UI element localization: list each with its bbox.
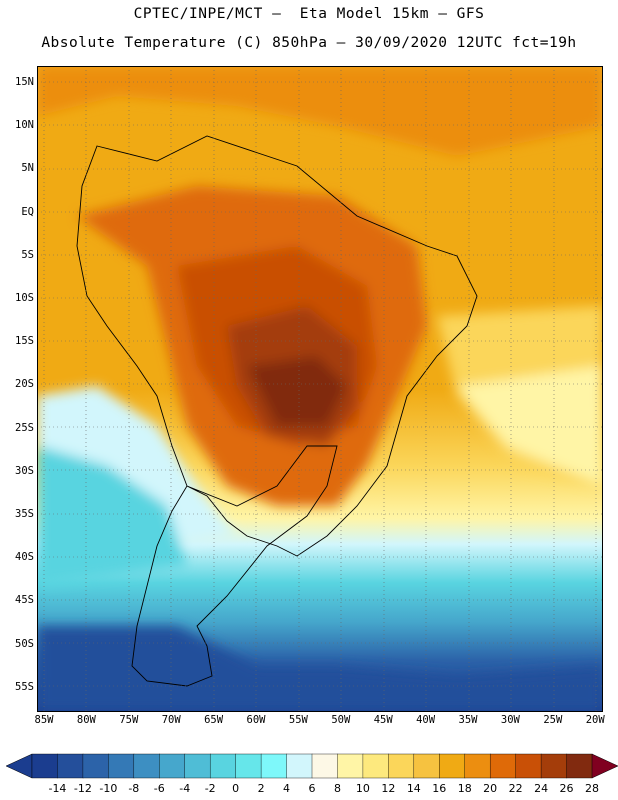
lat-label: 55S [15, 680, 34, 693]
colorbar-swatch [540, 753, 568, 779]
lon-label: 35W [458, 714, 478, 726]
colorbar-swatch [159, 753, 186, 779]
colorbar-swatch [57, 753, 84, 779]
colorbar-label: -8 [128, 782, 140, 795]
colorbar-swatch [489, 753, 517, 779]
colorbar-swatch [337, 753, 364, 779]
colorbar-swatch [235, 753, 262, 779]
lon-label: 45W [373, 714, 393, 726]
colorbar-label: 12 [381, 782, 396, 795]
colorbar-label: 0 [232, 782, 240, 795]
lon-label: 40W [416, 714, 436, 726]
colorbar-label: -12 [73, 782, 92, 795]
colorbar-label: 10 [355, 782, 370, 795]
colorbar-swatch [388, 753, 415, 779]
colorbar-swatch [133, 753, 160, 779]
title-line-1: CPTEC/INPE/MCT – Eta Model 15km – GFS [133, 6, 485, 22]
lat-label: 45S [15, 594, 34, 607]
lat-label: 50S [15, 637, 34, 650]
colorbar-swatch [82, 753, 109, 779]
colorbar-swatch [311, 753, 338, 779]
lon-label: 60W [246, 714, 266, 726]
colorbar-swatch [413, 753, 440, 779]
colorbar-swatch [184, 753, 211, 779]
colorbar-label: -14 [48, 782, 67, 795]
lat-label: 10N [15, 119, 34, 132]
lon-label: 55W [288, 714, 308, 726]
colorbar-label: 26 [559, 782, 574, 795]
lat-label: 30S [15, 464, 34, 477]
coastlines [76, 135, 478, 687]
colorbar-label: 4 [283, 782, 291, 795]
lat-label: 40S [15, 551, 34, 564]
colorbar-label: 18 [457, 782, 472, 795]
colorbar-swatch [209, 753, 237, 779]
lon-label: 30W [500, 714, 520, 726]
lat-label: 5N [21, 162, 34, 175]
lat-label: 15S [15, 335, 34, 348]
colorbar-swatch [464, 753, 491, 779]
temperature-map [37, 66, 603, 712]
colorbar-label: 28 [585, 782, 599, 795]
colorbar-label: -6 [153, 782, 165, 795]
lat-label: 5S [21, 248, 34, 261]
colorbar-label: 24 [534, 782, 549, 795]
lat-label: 20S [15, 378, 34, 391]
colorbar-label: 20 [483, 782, 498, 795]
colorbar-swatch [566, 753, 593, 779]
colorbar-swatch [31, 753, 58, 779]
lon-label: 20W [585, 714, 605, 726]
lon-label: 25W [543, 714, 563, 726]
colorbar-label: 6 [308, 782, 316, 795]
lon-label: 50W [331, 714, 351, 726]
lon-label: 70W [161, 714, 181, 726]
colorbar-label: -10 [99, 782, 118, 795]
colorbar-swatch [515, 753, 542, 779]
colorbar-swatch [286, 753, 313, 779]
lat-label: 10S [15, 292, 34, 304]
colorbar-swatch [108, 753, 135, 779]
lat-label: 15N [15, 76, 34, 88]
lat-label: EQ [21, 205, 34, 218]
lon-label: 85W [34, 714, 54, 726]
colorbar-label: 2 [257, 782, 265, 795]
colorbar [6, 753, 618, 779]
lat-label: 25S [15, 421, 34, 434]
colorbar-swatch [362, 753, 389, 779]
lat-label: 35S [15, 508, 34, 520]
colorbar-label: 8 [333, 782, 341, 795]
colorbar-swatch [439, 753, 466, 779]
title-line-2: Absolute Temperature (C) 850hPa – 30/09/… [41, 35, 577, 51]
colorbar-label: -2 [204, 782, 216, 795]
lon-label: 65W [204, 714, 224, 726]
colorbar-label: 16 [432, 782, 447, 795]
colorbar-label: 14 [406, 782, 421, 795]
colorbar-label: -4 [179, 782, 191, 795]
colorbar-low-arrow [6, 753, 33, 779]
colorbar-high-arrow [591, 753, 618, 779]
temperature-field [37, 66, 603, 712]
map-frame [37, 66, 603, 712]
colorbar-label: 22 [508, 782, 523, 795]
lon-label: 75W [119, 714, 139, 726]
lon-label: 80W [76, 714, 96, 726]
colorbar-swatch [260, 753, 288, 779]
